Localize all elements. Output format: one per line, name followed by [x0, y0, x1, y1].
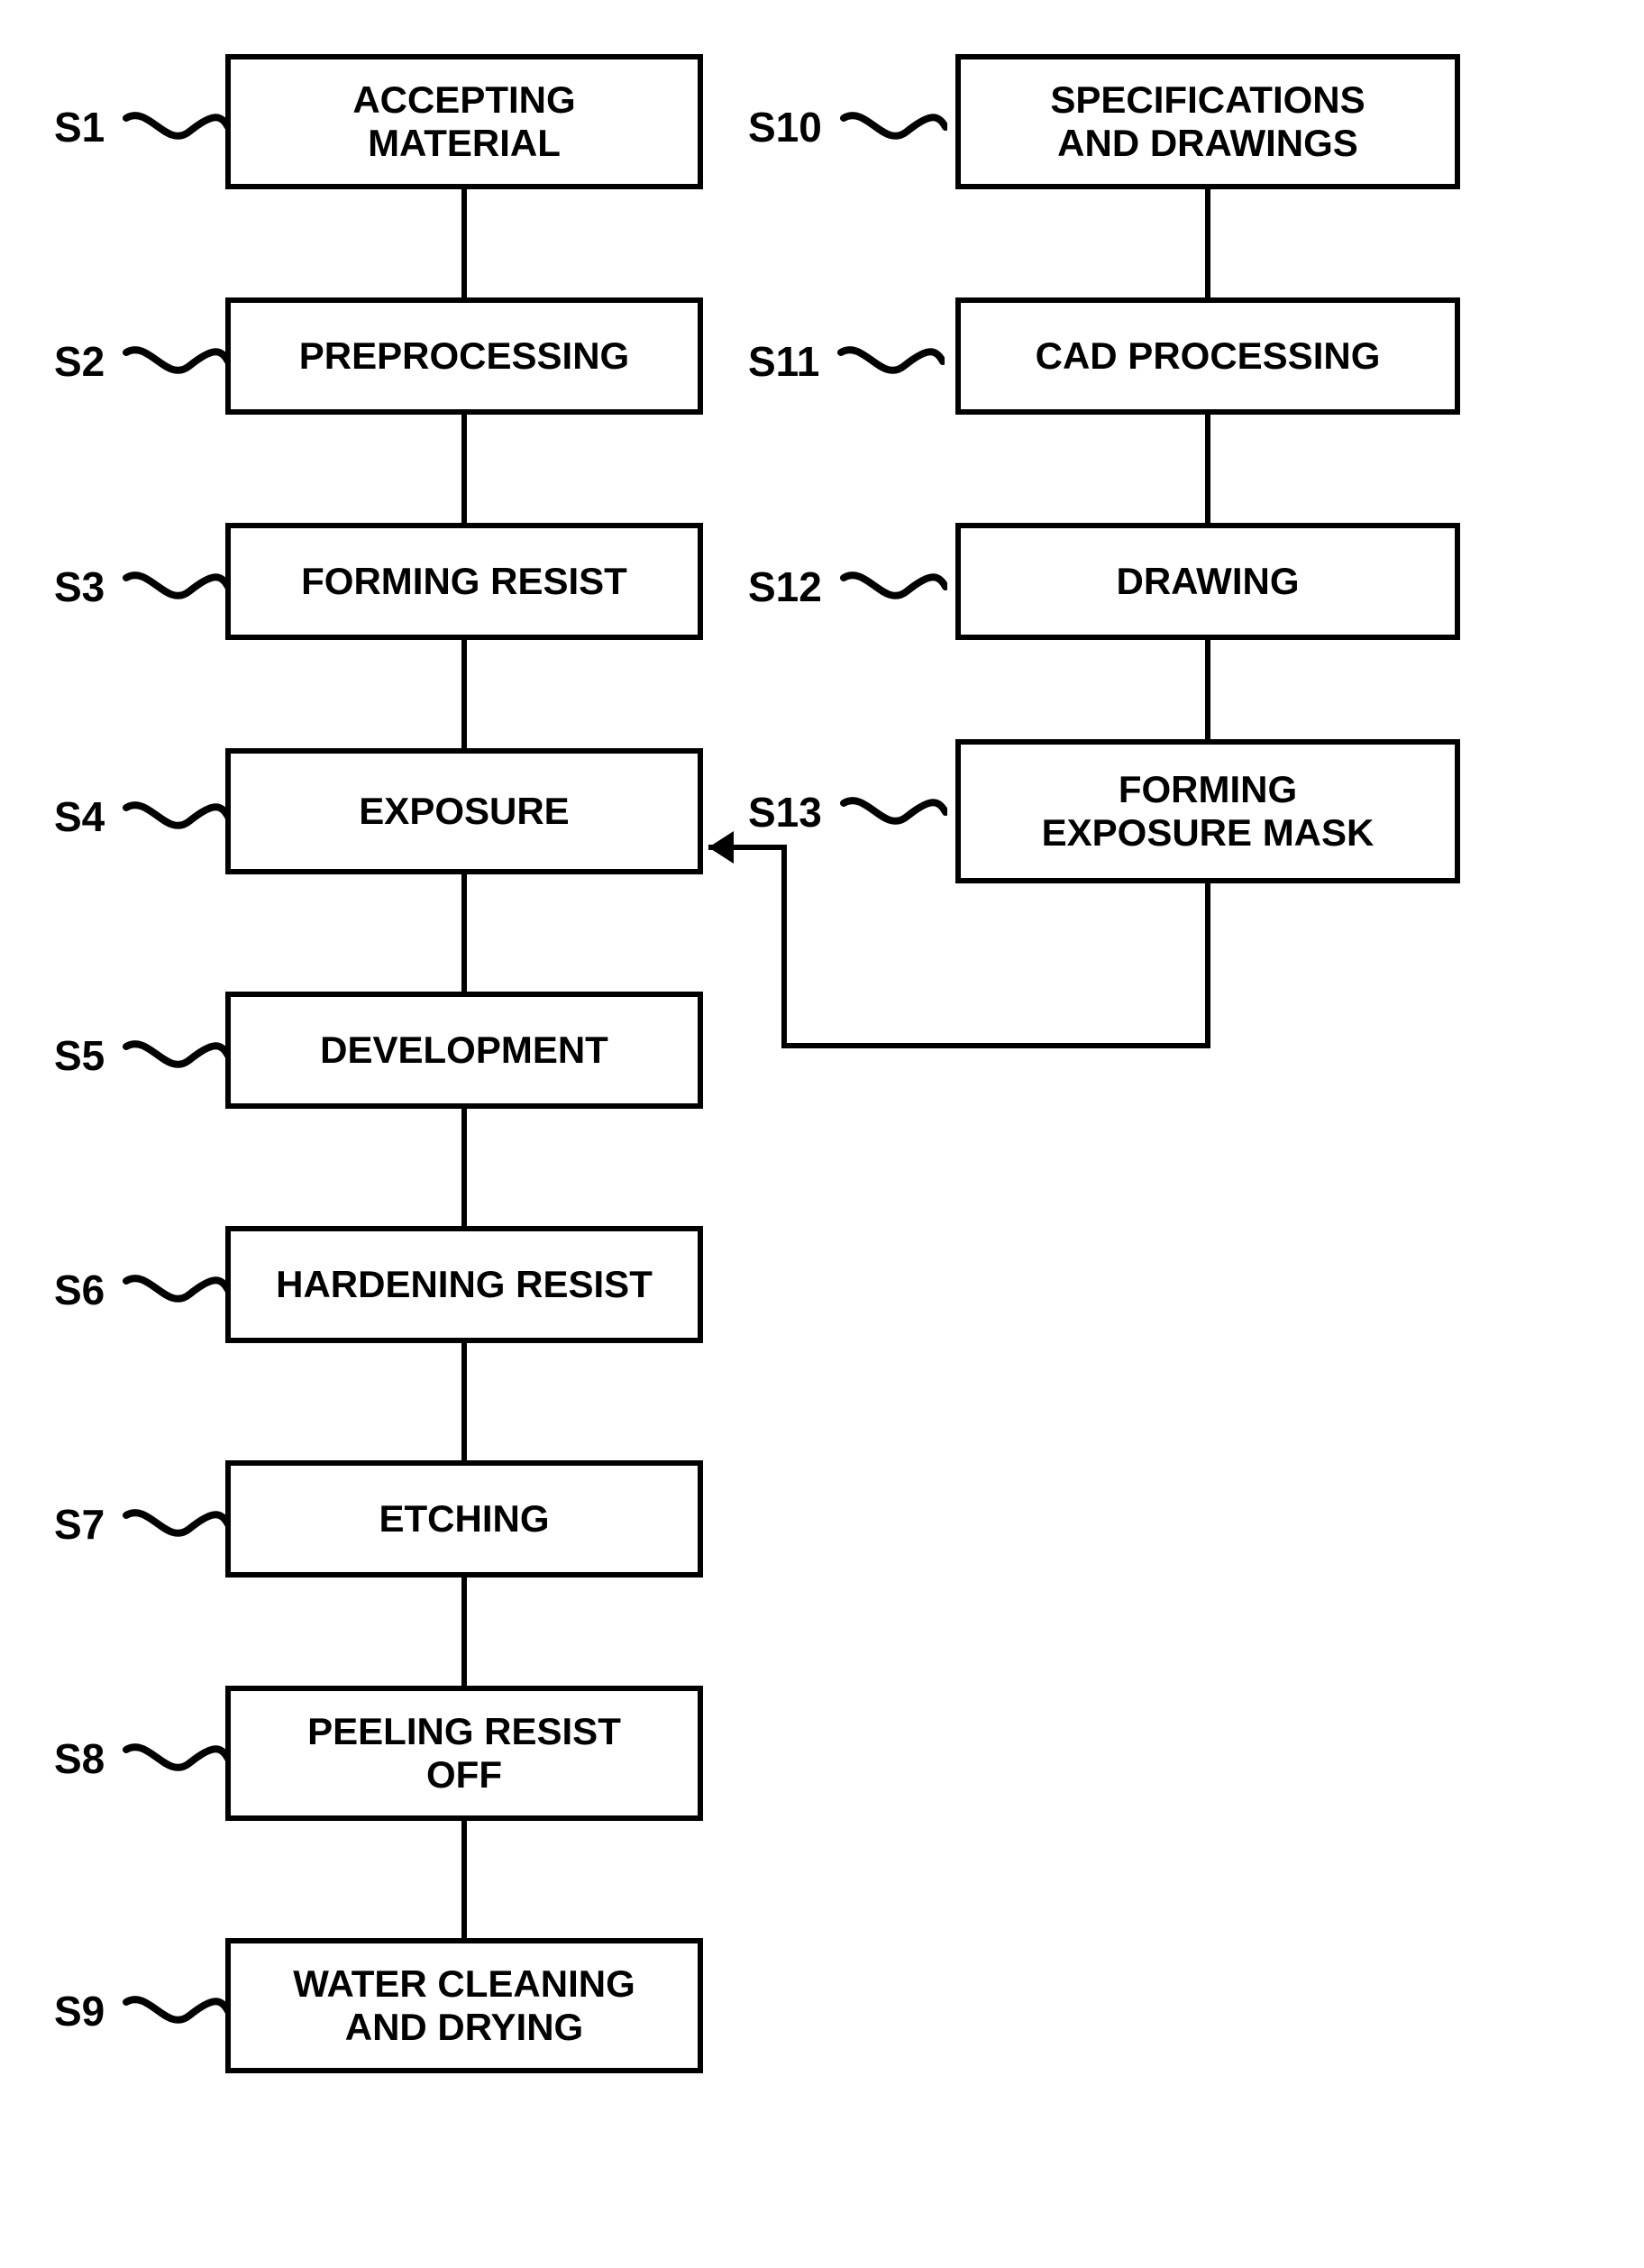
- flow-box-text: CAD PROCESSING: [1036, 334, 1381, 378]
- squiggle-icon: [122, 1033, 230, 1078]
- flow-box-text: DEVELOPMENT: [320, 1029, 608, 1072]
- flow-box-text: FORMINGEXPOSURE MASK: [1042, 768, 1375, 855]
- squiggle-icon: [122, 105, 230, 150]
- flow-box-s6: HARDENING RESIST: [225, 1226, 703, 1343]
- step-label-text: S11: [748, 337, 819, 386]
- flow-box-s4: EXPOSURE: [225, 748, 703, 874]
- step-label-s1: S1: [54, 99, 230, 151]
- step-label-s2: S2: [54, 334, 230, 386]
- step-label-text: S12: [748, 562, 822, 611]
- squiggle-icon: [122, 1736, 230, 1781]
- flow-box-s10: SPECIFICATIONSAND DRAWINGS: [955, 54, 1460, 189]
- squiggle-icon: [122, 1989, 230, 2034]
- step-label-s13: S13: [748, 784, 947, 837]
- flow-box-s7: ETCHING: [225, 1460, 703, 1578]
- flow-box-text: HARDENING RESIST: [276, 1263, 653, 1306]
- step-label-text: S10: [748, 103, 822, 151]
- step-label-text: S7: [54, 1500, 105, 1549]
- flow-box-text: ETCHING: [379, 1497, 550, 1541]
- step-label-text: S3: [54, 562, 105, 611]
- flow-box-s9: WATER CLEANINGAND DRYING: [225, 1938, 703, 2073]
- flow-box-text: PREPROCESSING: [299, 334, 629, 378]
- step-label-text: S2: [54, 337, 105, 386]
- step-label-s8: S8: [54, 1731, 230, 1783]
- step-label-text: S4: [54, 792, 105, 841]
- squiggle-icon: [122, 794, 230, 839]
- flow-box-text: FORMING RESIST: [301, 560, 627, 603]
- flow-box-s3: FORMING RESIST: [225, 523, 703, 640]
- step-label-s6: S6: [54, 1262, 230, 1314]
- flow-box-s1: ACCEPTINGMATERIAL: [225, 54, 703, 189]
- step-label-s5: S5: [54, 1028, 230, 1080]
- flow-box-text: ACCEPTINGMATERIAL: [352, 78, 575, 166]
- step-label-s10: S10: [748, 99, 947, 151]
- squiggle-icon: [836, 339, 945, 384]
- squiggle-icon: [839, 790, 947, 835]
- step-label-text: S5: [54, 1031, 105, 1080]
- step-label-s4: S4: [54, 789, 230, 841]
- step-label-text: S13: [748, 788, 822, 837]
- flow-box-s2: PREPROCESSING: [225, 297, 703, 415]
- step-label-text: S9: [54, 1987, 105, 2035]
- step-label-s11: S11: [748, 334, 945, 386]
- squiggle-icon: [839, 564, 947, 609]
- flow-box-s13: FORMINGEXPOSURE MASK: [955, 739, 1460, 883]
- flow-box-s11: CAD PROCESSING: [955, 297, 1460, 415]
- squiggle-icon: [122, 564, 230, 609]
- step-label-s12: S12: [748, 559, 947, 611]
- flow-box-s8: PEELING RESISTOFF: [225, 1686, 703, 1821]
- squiggle-icon: [122, 1502, 230, 1547]
- flow-box-text: EXPOSURE: [359, 790, 569, 833]
- squiggle-icon: [122, 339, 230, 384]
- step-label-text: S1: [54, 103, 105, 151]
- flow-box-text: PEELING RESISTOFF: [307, 1710, 621, 1797]
- flow-box-s12: DRAWING: [955, 523, 1460, 640]
- step-label-text: S8: [54, 1734, 105, 1783]
- squiggle-icon: [122, 1267, 230, 1312]
- flow-box-text: DRAWING: [1117, 560, 1300, 603]
- step-label-s3: S3: [54, 559, 230, 611]
- squiggle-icon: [839, 105, 947, 150]
- flow-box-text: SPECIFICATIONSAND DRAWINGS: [1050, 78, 1365, 166]
- flow-box-s5: DEVELOPMENT: [225, 992, 703, 1109]
- step-label-s7: S7: [54, 1496, 230, 1549]
- flow-box-text: WATER CLEANINGAND DRYING: [293, 1962, 635, 2050]
- step-label-text: S6: [54, 1266, 105, 1314]
- step-label-s9: S9: [54, 1983, 230, 2035]
